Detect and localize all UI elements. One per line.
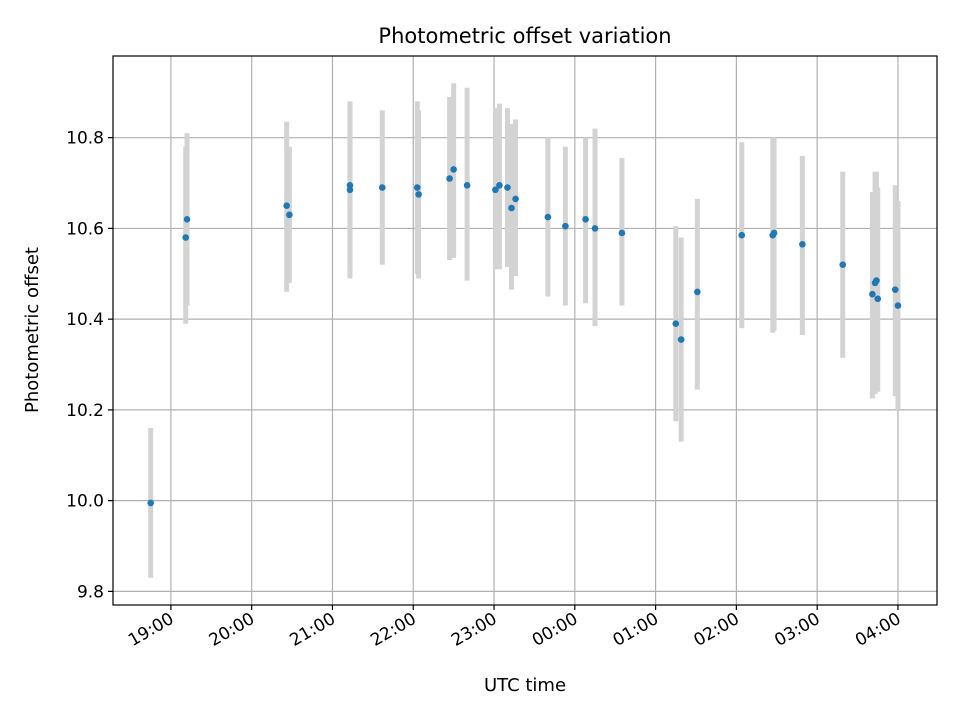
data-point xyxy=(492,186,499,194)
data-point xyxy=(618,229,626,237)
data-point xyxy=(378,184,386,191)
grid-layer xyxy=(113,56,937,605)
y-tick-label: 10.8 xyxy=(66,129,104,149)
point-layer xyxy=(147,166,902,507)
data-point xyxy=(894,302,902,309)
data-point xyxy=(738,231,746,239)
data-point xyxy=(346,186,354,194)
data-point xyxy=(450,166,457,173)
data-point xyxy=(891,286,899,293)
data-point xyxy=(582,216,589,223)
data-point xyxy=(182,234,190,241)
data-point xyxy=(283,202,290,210)
y-tick-label: 10.4 xyxy=(66,310,104,330)
data-point xyxy=(544,213,552,221)
x-axis-label: UTC time xyxy=(484,675,566,696)
data-point xyxy=(286,211,293,219)
data-point xyxy=(183,216,191,223)
data-point xyxy=(591,225,599,232)
y-tick-label: 9.8 xyxy=(77,582,104,602)
data-point xyxy=(874,295,882,303)
data-point xyxy=(415,191,422,198)
y-axis-label: Photometric offset xyxy=(22,247,43,413)
data-point xyxy=(504,184,511,191)
data-point xyxy=(677,336,685,343)
data-point xyxy=(512,195,519,203)
data-point xyxy=(799,240,806,248)
data-point xyxy=(672,320,680,327)
data-point xyxy=(839,261,847,269)
data-point xyxy=(562,222,569,230)
y-tick-label: 10.6 xyxy=(66,219,104,239)
chart-title: Photometric offset variation xyxy=(378,24,671,48)
y-tick-label: 10.0 xyxy=(66,492,104,512)
data-point xyxy=(147,499,154,507)
data-point xyxy=(346,182,354,189)
data-point xyxy=(508,204,515,212)
data-point xyxy=(463,182,471,189)
data-point xyxy=(869,290,876,298)
data-point xyxy=(446,175,453,182)
data-point xyxy=(496,182,503,189)
plot-frame xyxy=(112,55,938,606)
data-point xyxy=(413,184,421,191)
y-tick-label: 10.2 xyxy=(66,401,104,421)
data-point xyxy=(873,277,880,284)
data-point xyxy=(770,229,778,237)
data-point xyxy=(694,288,701,296)
